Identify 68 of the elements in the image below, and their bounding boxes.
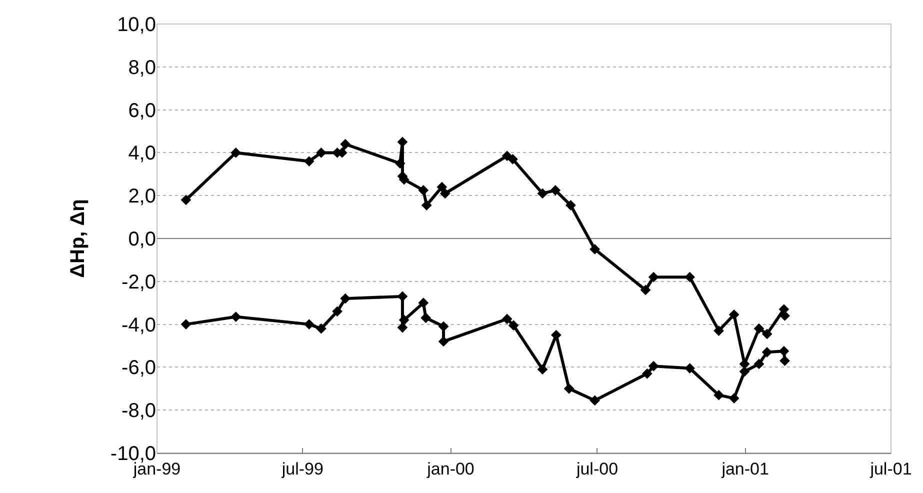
y-tick-label: -6,0 (122, 357, 156, 380)
y-tick-label: -4,0 (122, 314, 156, 336)
point (714, 326, 724, 336)
y-tick-label: 0,0 (128, 228, 156, 250)
point (728, 309, 740, 320)
point (316, 148, 326, 158)
point (714, 390, 724, 400)
point (780, 356, 790, 366)
point (304, 319, 314, 330)
point (398, 314, 410, 326)
point (565, 200, 576, 210)
y-tick-label: 2,0 (128, 186, 156, 208)
y-tick-label: -2,0 (122, 271, 156, 294)
point (397, 291, 408, 302)
point (421, 200, 432, 210)
point (440, 188, 450, 199)
point (564, 383, 574, 394)
point (780, 310, 790, 321)
point (316, 323, 326, 334)
x-tick-label: jan-00 (426, 459, 474, 478)
point (418, 298, 429, 308)
x-tick-label: jan-01 (720, 459, 769, 478)
point (230, 312, 242, 322)
point (508, 154, 518, 164)
y-tick-label: 6,0 (128, 100, 156, 122)
point (739, 366, 750, 377)
point (550, 185, 561, 196)
point (340, 138, 351, 150)
point (728, 393, 740, 404)
point (438, 321, 449, 332)
point (420, 312, 432, 324)
point (502, 314, 512, 324)
point (438, 336, 449, 347)
point (648, 272, 659, 282)
point (508, 320, 519, 331)
point (762, 346, 772, 358)
point (304, 156, 314, 166)
point (778, 346, 790, 356)
point (537, 188, 548, 199)
point (332, 306, 342, 317)
y-tick-label: -8,0 (122, 400, 156, 422)
point (397, 136, 408, 148)
point (537, 364, 548, 375)
y-tick-label: 10,0 (117, 14, 156, 36)
point (754, 358, 764, 370)
point (640, 284, 651, 296)
point (642, 368, 652, 379)
point (684, 272, 695, 282)
point (762, 328, 772, 340)
x-tick-label: jul-99 (280, 459, 324, 478)
y-tick-label: 8,0 (128, 56, 156, 79)
point (230, 148, 242, 158)
x-tick-label: jul-01 (869, 459, 912, 478)
point (418, 185, 429, 196)
y-tick-label: 4,0 (128, 142, 156, 165)
point (648, 360, 659, 372)
point (590, 395, 600, 406)
point (180, 319, 192, 330)
point (340, 293, 351, 304)
point (180, 194, 192, 206)
point (754, 323, 764, 334)
y-axis-title: ΔHp, Δη (66, 199, 89, 278)
point (684, 363, 695, 374)
point (397, 322, 408, 333)
point (436, 182, 448, 192)
point (394, 158, 406, 169)
point (590, 244, 600, 254)
x-tick-label: jul-00 (575, 459, 618, 478)
